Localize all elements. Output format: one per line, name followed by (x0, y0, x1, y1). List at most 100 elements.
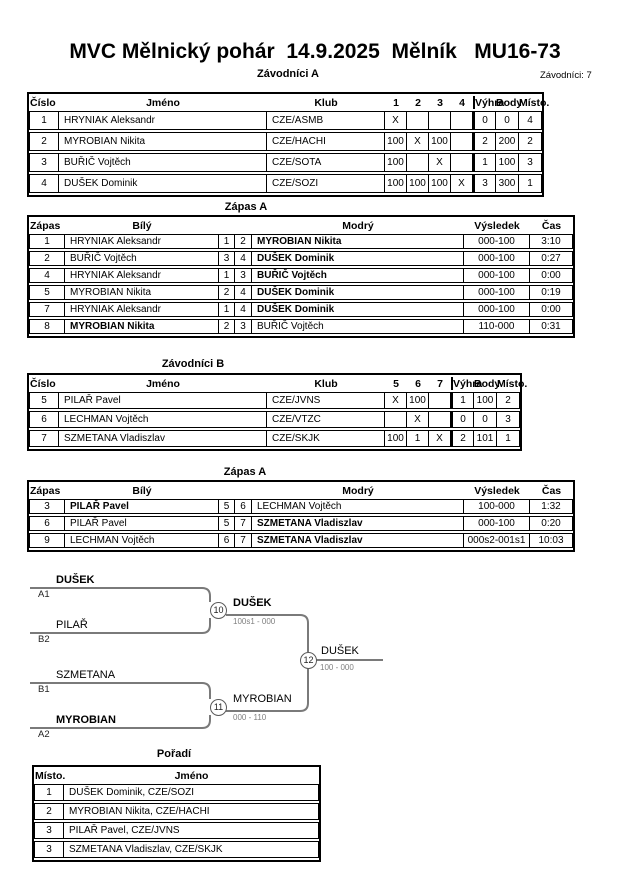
bracket-match-circle: 11 (210, 699, 227, 716)
col-header-empty (235, 219, 252, 232)
cell (385, 411, 407, 428)
col-header: Zápas (30, 219, 61, 232)
cell: X (429, 430, 451, 447)
cell-time: 3:10 (530, 234, 573, 249)
cell-white: LECHMAN Vojtěch (65, 533, 219, 548)
page-title: MVC Mělnický pohár 14.9.2025 Mělník MU16… (69, 40, 561, 63)
col-header: 3 (437, 96, 443, 109)
cell: 3 (497, 411, 520, 428)
section-title-pool-b: Závodníci B (161, 358, 225, 370)
cell: 0 (451, 411, 474, 428)
cell (429, 392, 451, 409)
cell: 100 (385, 132, 407, 151)
cell-blue: SZMETANA Vladiszlav (252, 516, 464, 531)
section-title-ranking: Pořadí (156, 748, 192, 760)
col-header: Číslo (30, 96, 56, 109)
cell-blue: DUŠEK Dominik (252, 302, 464, 317)
cell: 101 (474, 430, 497, 447)
col-header-empty (219, 484, 235, 497)
cell: 7 (29, 430, 59, 447)
cell-time: 0:27 (530, 251, 573, 266)
bracket-match-score: 000 - 110 (233, 713, 267, 722)
cell-time: 1:32 (530, 499, 573, 514)
table-row: 3 PILAŘ Pavel, CZE/JVNS (34, 822, 319, 839)
col-header: Body (496, 96, 523, 109)
cell: 1 (219, 302, 235, 317)
bracket-winner-name: DUŠEK (321, 645, 359, 657)
bracket-seed-label: A2 (38, 729, 50, 740)
cell: 1 (497, 430, 520, 447)
cell-competitor: DUŠEK Dominik, CZE/SOZI (64, 784, 319, 801)
header-row: Zápas Bílý Modrý Výsledek Čas (29, 484, 573, 497)
cell: 3 (29, 499, 65, 514)
cell-white: MYROBIAN Nikita (65, 319, 219, 334)
bracket-seed-label: B2 (38, 634, 50, 645)
col-header: Místo. (35, 769, 66, 782)
col-header: Číslo (30, 377, 56, 390)
cell (407, 153, 429, 172)
cell (451, 132, 473, 151)
cell: HRYNIAK Aleksandr (59, 111, 267, 130)
cell: CZE/SOZI (267, 174, 385, 193)
cell: 5 (219, 516, 235, 531)
cell: 4 (235, 285, 252, 300)
cell (407, 111, 429, 130)
col-header: Výsledek (474, 484, 520, 497)
col-header: 1 (393, 96, 399, 109)
cell: 6 (29, 411, 59, 428)
cell: 0 (474, 411, 497, 428)
cell (429, 111, 451, 130)
cell-time: 10:03 (530, 533, 573, 548)
cell: 5 (29, 392, 59, 409)
cell: 100 (429, 174, 451, 193)
col-header: 6 (415, 377, 421, 390)
cell: CZE/JVNS (267, 392, 385, 409)
col-header-empty (235, 484, 252, 497)
bracket-entry-name: PILAŘ (56, 619, 88, 631)
cell: PILAŘ Pavel (59, 392, 267, 409)
section-title-matches-a: Zápas A (224, 201, 268, 213)
cell: 6 (219, 533, 235, 548)
cell (451, 111, 473, 130)
cell: X (451, 174, 473, 193)
col-header: Čas (541, 484, 562, 497)
cell: 3 (235, 268, 252, 283)
cell: 100 (407, 174, 429, 193)
cell-time: 0:00 (530, 268, 573, 283)
header-row: Zápas Bílý Modrý Výsledek Čas (29, 219, 573, 232)
cell-white: PILAŘ Pavel (65, 516, 219, 531)
bracket-match-score: 100s1 - 000 (233, 617, 276, 626)
table-row: 2 MYROBIAN Nikita, CZE/HACHI (34, 803, 319, 820)
cell-competitor: SZMETANA Vladiszlav, CZE/SKJK (64, 841, 319, 858)
table-row: 1 DUŠEK Dominik, CZE/SOZI (34, 784, 319, 801)
col-header: 5 (393, 377, 399, 390)
cell-result: 000-100 (464, 268, 530, 283)
cell: 4 (29, 268, 65, 283)
cell-blue: DUŠEK Dominik (252, 251, 464, 266)
cell-time: 0:19 (530, 285, 573, 300)
cell: 100 (429, 132, 451, 151)
cell: 5 (29, 285, 65, 300)
bracket-match-score: 100 - 000 (320, 663, 354, 672)
header-row: Číslo Jméno Klub 5 6 7 Výhra Body Místo. (29, 377, 527, 390)
col-header-empty (219, 219, 235, 232)
cell: 1 (473, 153, 496, 172)
cell: 6 (235, 499, 252, 514)
cell: 2 (451, 430, 474, 447)
cell: 200 (496, 132, 519, 151)
cell (451, 153, 473, 172)
cell (429, 411, 451, 428)
cell: X (407, 411, 429, 428)
cell: CZE/VTZC (267, 411, 385, 428)
cell: 7 (235, 516, 252, 531)
col-header: Jméno (146, 96, 180, 109)
cell-competitor: MYROBIAN Nikita, CZE/HACHI (64, 803, 319, 820)
cell-time: 0:00 (530, 302, 573, 317)
header-row: Místo. Jméno (34, 769, 319, 782)
cell: 100 (496, 153, 519, 172)
cell-place: 2 (34, 803, 64, 820)
cell: 9 (29, 533, 65, 548)
cell: 6 (29, 516, 65, 531)
cell: 0 (496, 111, 519, 130)
